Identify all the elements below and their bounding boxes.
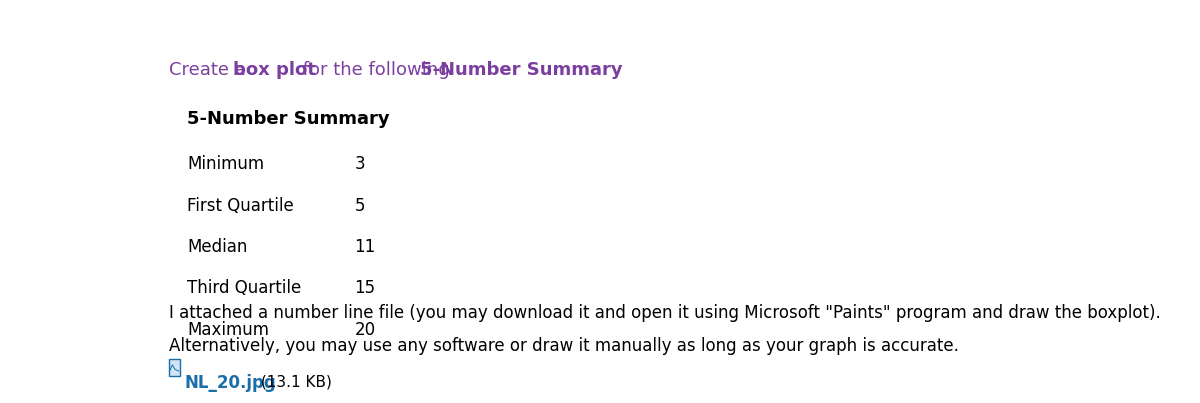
Text: First Quartile: First Quartile: [187, 197, 294, 215]
Text: Alternatively, you may use any software or draw it manually as long as your grap: Alternatively, you may use any software …: [168, 337, 959, 355]
Text: box plot: box plot: [233, 61, 316, 79]
Text: Maximum: Maximum: [187, 320, 269, 339]
Text: 15: 15: [355, 279, 376, 297]
Text: .: .: [577, 61, 582, 79]
Text: for the following: for the following: [296, 61, 455, 79]
Text: Third Quartile: Third Quartile: [187, 279, 301, 297]
Text: I attached a number line file (you may download it and open it using Microsoft ": I attached a number line file (you may d…: [168, 304, 1160, 322]
Text: Median: Median: [187, 238, 247, 256]
Text: (13.1 KB): (13.1 KB): [256, 374, 331, 389]
Text: 3: 3: [355, 156, 365, 173]
Text: 20: 20: [355, 320, 376, 339]
Bar: [168, 359, 180, 376]
Text: Minimum: Minimum: [187, 156, 264, 173]
Text: 11: 11: [355, 238, 376, 256]
Text: 5: 5: [355, 197, 365, 215]
Text: NL_20.jpg: NL_20.jpg: [185, 374, 276, 392]
Text: Create a: Create a: [168, 61, 251, 79]
Text: 5-Number Summary: 5-Number Summary: [420, 61, 623, 79]
Text: 5-Number Summary: 5-Number Summary: [187, 110, 390, 129]
